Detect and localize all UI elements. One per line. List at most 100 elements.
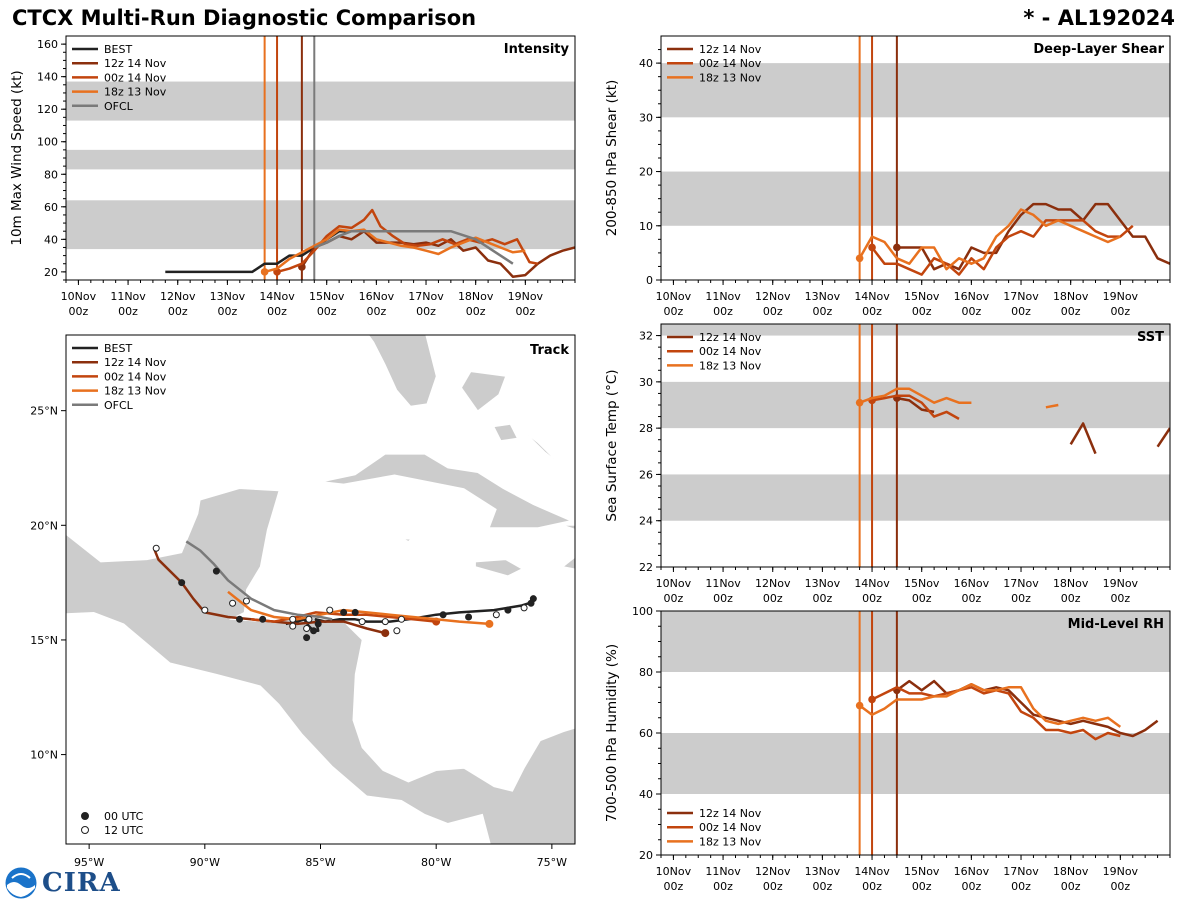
x-tick-day: 13Nov — [805, 290, 841, 303]
track-lines — [152, 540, 537, 642]
lat-tick-label: 10°N — [30, 749, 58, 762]
x-tick-hour: 00z — [812, 305, 832, 318]
y-tick-label: 40 — [639, 788, 653, 801]
fix-12utc — [229, 599, 237, 607]
sst-ylabel: Sea Surface Temp (°C) — [604, 369, 620, 521]
track-panel: 95°W 90°W 85°W 80°W 75°W 10°N 15°N 20°N 25°N Trac… — [30, 334, 576, 869]
x-tick-day: 10Nov — [656, 865, 692, 878]
track-start-marker — [381, 629, 390, 638]
x-tick-hour: 00z — [664, 592, 684, 605]
x-tick-hour: 00z — [713, 592, 733, 605]
fix-12utc — [303, 624, 311, 632]
noaa-emblem-icon — [5, 867, 37, 899]
threshold-band — [661, 474, 1170, 521]
rh-panel: 20 40 60 80 100 10Nov 00z 11Nov 00z 12Nov 00z 13Nov… — [604, 605, 1171, 893]
y-tick-label: 160 — [37, 38, 58, 51]
fix-12utc — [393, 627, 401, 635]
fix-12utc — [152, 544, 160, 552]
legend-label: 18z 13 Nov — [699, 359, 762, 372]
x-tick-day: 12Nov — [755, 865, 791, 878]
fix-00utc — [259, 615, 267, 623]
x-tick-day: 12Nov — [160, 290, 196, 303]
axes-frame — [660, 323, 1171, 568]
series-line-run00z14 — [871, 219, 1134, 276]
lon-tick-label: 95°W — [74, 856, 104, 869]
x-tick-hour: 00z — [217, 305, 237, 318]
x-tick-hour: 00z — [763, 305, 783, 318]
fix-12utc — [520, 604, 528, 612]
cira-logo-text: CIRA — [42, 868, 121, 898]
fix-12utc — [242, 597, 250, 605]
cuba-land — [322, 453, 572, 528]
series-start-marker — [260, 268, 269, 276]
x-tick-hour: 00z — [118, 305, 138, 318]
figure-title: CTCX Multi-Run Diagnostic Comparison — [12, 6, 477, 30]
fix-00utc — [439, 611, 447, 619]
lon-tick-label: 80°W — [421, 856, 451, 869]
fix-12utc — [305, 615, 313, 623]
series-start-marker — [868, 695, 876, 704]
fix-00utc — [504, 606, 512, 614]
x-tick-hour: 00z — [912, 592, 932, 605]
series-start-marker — [855, 254, 864, 263]
legend-label: BEST — [104, 43, 132, 56]
track-start-marker — [485, 619, 494, 628]
x-tick-day: 18Nov — [1053, 865, 1089, 878]
x-tick-hour: 00z — [812, 880, 832, 893]
x-tick-day: 16Nov — [954, 290, 990, 303]
x-tick-day: 19Nov — [1103, 290, 1139, 303]
hispaniola-land — [562, 524, 575, 570]
x-tick-hour: 00z — [1061, 592, 1081, 605]
fix-00utc — [340, 608, 348, 616]
x-tick-hour: 00z — [317, 305, 337, 318]
threshold-band — [661, 611, 1170, 672]
legend-label: 00z 14 Nov — [699, 345, 762, 358]
sst-title: SST — [1137, 330, 1164, 345]
jamaica-land — [475, 559, 523, 577]
y-tick-label: 80 — [44, 168, 58, 181]
florida-land — [368, 335, 437, 407]
x-tick-hour: 00z — [862, 305, 882, 318]
x-tick-day: 17Nov — [408, 290, 444, 303]
x-tick-day: 16Nov — [954, 577, 990, 590]
legend-label: 12z 14 Nov — [699, 331, 762, 344]
series-line-run12z14 — [896, 679, 1159, 738]
series-line-run18z13 — [1045, 403, 1059, 409]
x-tick-hour: 00z — [664, 880, 684, 893]
x-tick-day: 18Nov — [458, 290, 494, 303]
y-tick-label: 140 — [37, 71, 58, 84]
series-line-run00z14 — [871, 394, 960, 420]
track-line-ofcl — [185, 540, 333, 621]
fix-00utc — [178, 579, 186, 587]
y-tick-label: 30 — [639, 111, 653, 124]
y-tick-label: 0 — [646, 274, 653, 287]
x-tick-hour: 00z — [416, 305, 436, 318]
x-tick-hour: 00z — [1061, 880, 1081, 893]
bahamas-land — [461, 371, 507, 412]
x-tick-day: 19Nov — [1103, 577, 1139, 590]
x-tick-day: 11Nov — [705, 290, 741, 303]
storm-id: * - AL192024 — [1023, 6, 1175, 30]
x-tick-day: 12Nov — [755, 577, 791, 590]
series-line-run18z13 — [264, 228, 526, 274]
x-tick-hour: 00z — [763, 592, 783, 605]
lon-tick-label: 90°W — [190, 856, 220, 869]
x-tick-hour: 00z — [1011, 592, 1031, 605]
y-tick-label: 60 — [44, 201, 58, 214]
x-tick-day: 15Nov — [904, 865, 940, 878]
bahamas-land-2 — [493, 423, 518, 441]
series-line-run12z14 — [1156, 427, 1170, 448]
x-tick-hour: 00z — [862, 592, 882, 605]
rh-title: Mid-Level RH — [1068, 617, 1164, 632]
y-tick-label: 22 — [639, 561, 653, 574]
shear-title: Deep-Layer Shear — [1033, 42, 1164, 57]
track-title: Track — [530, 343, 569, 358]
x-tick-hour: 00z — [763, 880, 783, 893]
threshold-band — [661, 733, 1170, 794]
threshold-band — [661, 63, 1170, 118]
fix-12utc — [397, 615, 405, 623]
fix-12utc — [492, 611, 500, 619]
threshold-band — [661, 324, 1170, 336]
y-tick-label: 100 — [37, 136, 58, 149]
